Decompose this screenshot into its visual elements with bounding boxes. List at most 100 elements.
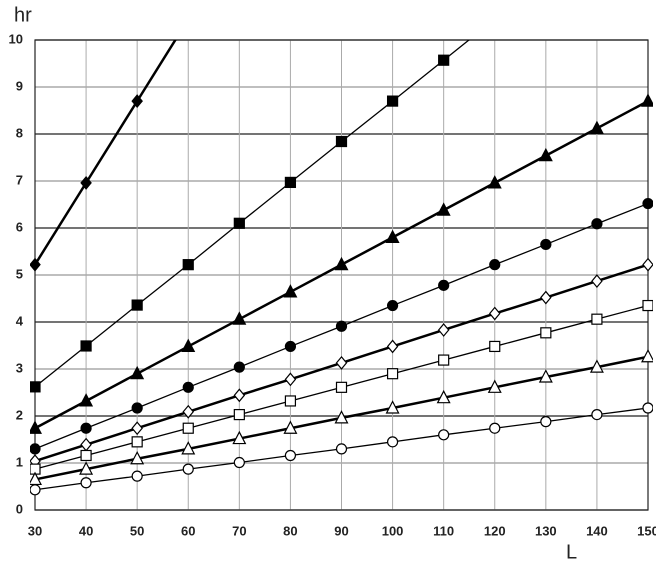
marker: [641, 93, 653, 107]
x-tick-label: 130: [535, 523, 557, 538]
marker: [182, 381, 194, 393]
y-tick-label: 8: [16, 125, 23, 140]
x-tick-label: 150: [637, 523, 656, 538]
marker: [386, 95, 399, 107]
marker: [283, 420, 298, 434]
x-tick-label: 100: [382, 523, 404, 538]
x-tick-label: 30: [28, 523, 42, 538]
y-axis-title: hr: [14, 4, 32, 26]
marker: [30, 420, 42, 434]
marker: [131, 421, 143, 436]
marker: [131, 299, 143, 311]
marker: [232, 430, 247, 445]
marker: [487, 379, 502, 393]
marker: [386, 368, 399, 380]
y-tick-label: 4: [16, 313, 24, 328]
marker: [30, 443, 41, 455]
y-tick-label: 7: [16, 172, 23, 187]
x-tick-label: 40: [79, 523, 93, 538]
y-tick-label: 6: [16, 219, 23, 234]
marker: [182, 259, 194, 271]
marker: [488, 306, 501, 321]
marker: [641, 348, 653, 363]
marker: [182, 404, 195, 419]
marker: [540, 327, 552, 339]
marker: [283, 284, 298, 298]
marker: [540, 238, 552, 251]
marker: [233, 388, 246, 403]
y-tick-label: 10: [9, 31, 23, 46]
marker: [591, 218, 603, 230]
marker: [130, 365, 145, 380]
marker: [131, 402, 143, 414]
marker: [591, 313, 603, 325]
marker: [30, 381, 41, 393]
marker: [80, 175, 92, 190]
marker: [385, 229, 400, 243]
marker: [438, 279, 450, 291]
marker: [386, 436, 399, 448]
marker: [540, 416, 552, 428]
marker: [334, 256, 349, 271]
x-tick-label: 50: [130, 523, 144, 538]
marker: [540, 290, 552, 305]
x-tick-label: 80: [283, 523, 297, 538]
y-tick-label: 9: [16, 78, 23, 93]
marker: [385, 400, 400, 414]
y-tick-label: 0: [16, 501, 23, 516]
series-line: [33, 40, 177, 266]
marker: [335, 355, 348, 370]
marker: [79, 461, 94, 475]
marker: [80, 477, 92, 489]
marker: [642, 257, 653, 272]
marker: [182, 463, 194, 475]
marker: [232, 311, 247, 325]
x-tick-label: 140: [586, 523, 608, 538]
marker: [284, 176, 297, 189]
x-tick-label: 120: [484, 523, 506, 538]
marker: [538, 147, 553, 162]
marker: [131, 436, 143, 448]
marker: [284, 340, 297, 353]
y-tick-label: 2: [16, 407, 23, 422]
marker: [489, 422, 501, 434]
y-tick-label: 3: [16, 360, 23, 375]
marker: [131, 470, 143, 482]
marker: [183, 13, 193, 25]
marker: [642, 299, 653, 312]
marker: [487, 175, 502, 189]
marker: [80, 437, 92, 452]
marker: [438, 54, 450, 66]
marker: [233, 217, 245, 229]
marker: [436, 202, 451, 216]
marker: [436, 389, 451, 404]
plot-frame: [34, 39, 649, 511]
marker: [284, 395, 297, 407]
marker: [131, 94, 143, 109]
x-tick-label: 110: [433, 523, 454, 538]
marker: [589, 359, 604, 373]
marker: [489, 259, 501, 271]
marker: [386, 339, 399, 354]
y-tick-label: 1: [16, 454, 23, 469]
marker: [386, 299, 399, 312]
marker: [233, 361, 245, 373]
marker: [181, 441, 196, 455]
marker: [80, 422, 92, 434]
marker: [490, 14, 500, 24]
marker: [489, 340, 501, 353]
marker: [30, 257, 41, 272]
x-tick-label: 70: [232, 523, 246, 538]
marker: [335, 135, 348, 148]
marker: [437, 323, 450, 337]
marker: [438, 354, 450, 366]
x-axis-title: L: [566, 541, 577, 563]
marker: [591, 274, 603, 289]
marker: [642, 197, 653, 210]
marker: [335, 381, 348, 393]
marker: [233, 408, 245, 421]
marker: [335, 320, 348, 332]
plot-area: [30, 13, 653, 496]
marker: [182, 422, 194, 434]
